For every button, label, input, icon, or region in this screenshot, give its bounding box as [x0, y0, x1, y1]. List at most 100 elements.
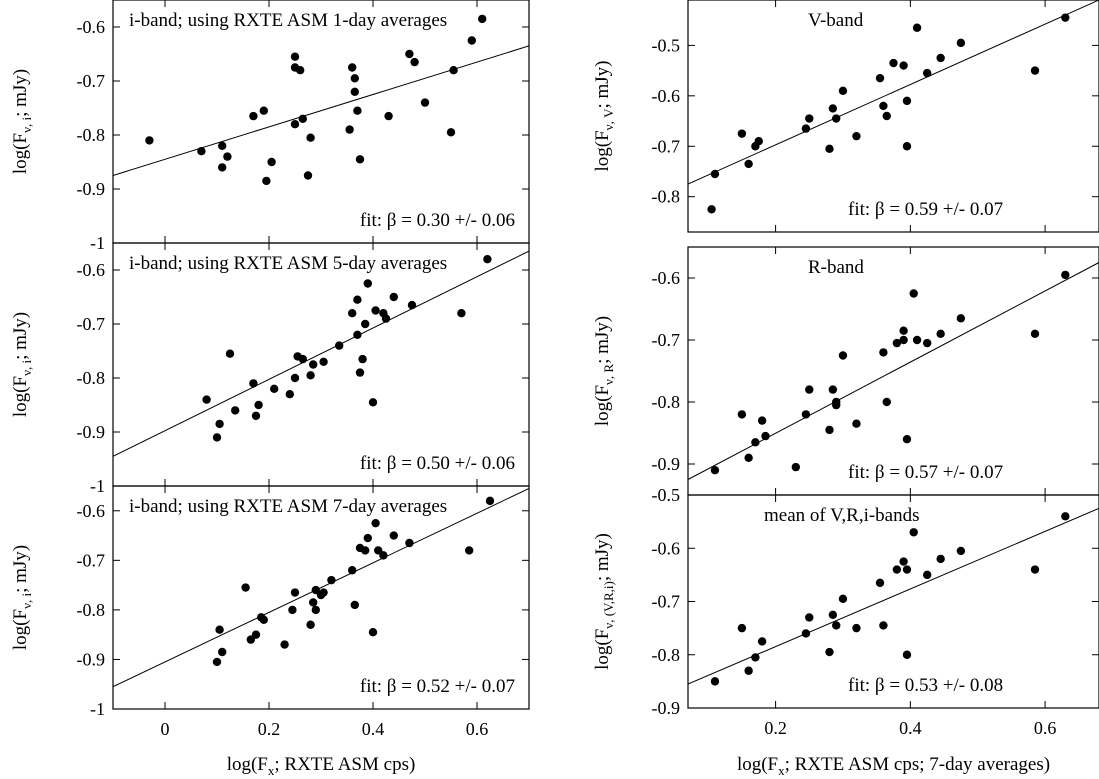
data-point [922, 338, 932, 348]
panel-title: mean of V,R,i-bands [764, 505, 920, 526]
data-point [1061, 512, 1070, 521]
data-point [254, 400, 263, 410]
y-tick-label: -0.7 [652, 330, 681, 350]
y-tick-label: -0.9 [77, 422, 106, 442]
data-point [801, 629, 811, 638]
data-point [361, 319, 370, 329]
panel-title: i-band; using RXTE ASM 7-day averages [129, 496, 447, 517]
data-point [225, 349, 235, 358]
y-tick-label: -0.6 [77, 17, 106, 37]
y-tick-label: -0.7 [652, 592, 681, 612]
data-point [852, 623, 861, 633]
data-point [909, 289, 918, 298]
x-tick-label: 0.4 [362, 719, 385, 739]
data-point [902, 565, 912, 574]
data-point [801, 124, 811, 133]
data-point [215, 419, 224, 429]
data-point [875, 73, 885, 83]
fit-annotation: fit: β = 0.57 +/- 0.07 [848, 462, 1003, 483]
data-point [956, 314, 966, 323]
fit-annotation: fit: β = 0.50 +/- 0.06 [360, 453, 515, 474]
data-point [892, 565, 902, 574]
data-point [285, 390, 294, 399]
data-point [353, 295, 362, 304]
y-tick-label: -1 [90, 233, 105, 253]
data-point [309, 598, 318, 607]
data-point [202, 395, 211, 404]
plot-frame [112, 485, 530, 710]
data-point [710, 466, 720, 475]
data-point [852, 419, 861, 428]
data-point [899, 335, 908, 345]
y-tick-label: -0.5 [652, 485, 681, 505]
data-point [363, 279, 372, 288]
data-point [710, 677, 720, 686]
data-point [267, 157, 276, 167]
data-point [288, 605, 297, 615]
data-point [828, 385, 838, 394]
data-point [145, 136, 154, 145]
data-point [1030, 565, 1040, 574]
data-point [384, 111, 393, 121]
data-point [350, 600, 359, 610]
panel-title: R-band [808, 257, 864, 278]
data-point [218, 647, 227, 657]
y-axis-label: log(Fν, V; mJy) [592, 61, 616, 172]
plot-frame [112, 0, 530, 244]
fit-line [688, 0, 1099, 185]
data-point [828, 104, 838, 113]
data-point [744, 159, 753, 169]
data-point [298, 114, 307, 124]
y-tick-label: -1 [90, 476, 105, 496]
data-point [801, 410, 811, 419]
data-point [355, 368, 365, 377]
data-point [909, 528, 918, 537]
data-point [744, 453, 753, 462]
data-point [899, 61, 908, 70]
data-point [902, 142, 912, 151]
data-point [1030, 329, 1040, 338]
data-point [311, 585, 320, 595]
panel-title: V-band [808, 10, 864, 31]
data-point [262, 176, 271, 186]
data-point [379, 551, 388, 560]
y-tick-label: -0.8 [652, 645, 681, 665]
data-point [306, 133, 315, 142]
data-point [805, 613, 814, 622]
data-point [249, 379, 258, 388]
x-tick-label: 0 [161, 719, 170, 739]
y-tick-label: -0.6 [652, 538, 681, 558]
y-tick-label: -0.9 [652, 454, 681, 474]
data-point [757, 416, 767, 425]
data-point [710, 169, 720, 179]
data-point [335, 341, 344, 350]
fit-line [113, 45, 529, 176]
data-point [825, 425, 834, 435]
data-point [902, 96, 912, 106]
y-axis-label: log(Fν, (V,R,i); mJy) [592, 533, 616, 670]
data-point [345, 125, 354, 134]
data-point [899, 326, 908, 335]
data-point [319, 357, 328, 366]
data-point [761, 431, 770, 441]
data-point [922, 570, 932, 580]
data-point [348, 566, 357, 575]
data-point [828, 610, 838, 620]
data-point [368, 627, 378, 637]
data-point [922, 68, 932, 78]
data-point [381, 314, 391, 323]
data-point [936, 329, 945, 338]
fit-annotation: fit: β = 0.53 +/- 0.08 [848, 675, 1003, 696]
data-point [838, 86, 848, 95]
y-tick-label: -0.6 [77, 501, 106, 521]
fit-line [688, 507, 1099, 685]
y-tick-label: -0.5 [652, 35, 681, 55]
data-point [306, 371, 315, 380]
data-point [231, 406, 240, 415]
data-point [197, 147, 206, 156]
data-point [805, 114, 814, 123]
data-point [852, 131, 861, 141]
y-tick-label: -0.8 [652, 187, 681, 207]
data-point [353, 106, 362, 115]
